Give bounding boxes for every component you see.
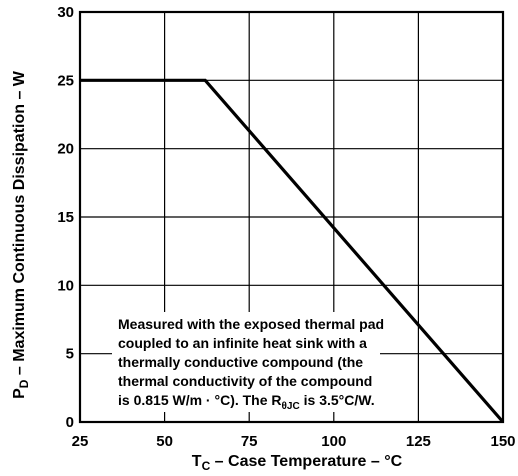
tick-labels: 25 50 75 100 125 150 0 5 10 15 20 25 30 <box>57 4 515 450</box>
y-tick-label: 20 <box>57 141 74 158</box>
y-tick-label: 10 <box>57 277 74 294</box>
plot-border <box>78 10 505 424</box>
annotation-line-4: thermal conductivity of the compound <box>118 373 372 389</box>
annotation-note: Measured with the exposed thermal pad co… <box>118 316 384 412</box>
annotation-background <box>112 312 380 412</box>
grid <box>80 12 503 422</box>
y-tick-label: 30 <box>57 4 74 21</box>
series-line <box>80 78 505 424</box>
y-tick-label: 0 <box>66 414 74 431</box>
y-axis-title: PD – Maximum Continuous Dissipation – W <box>11 70 31 399</box>
y-tick-label: 5 <box>66 346 74 363</box>
annotation-line-2: coupled to an infinite heat sink with a <box>118 335 367 351</box>
x-tick-label: 75 <box>241 433 258 450</box>
plot-frame <box>78 10 505 424</box>
x-tick-label: 100 <box>321 433 346 450</box>
y-tick-label: 15 <box>57 209 74 226</box>
series <box>80 78 505 424</box>
annotation-line-3: thermally conductive compound (the <box>118 354 363 370</box>
x-axis-title: TC – Case Temperature – °C <box>192 453 403 473</box>
x-tick-label: 150 <box>490 433 515 450</box>
x-tick-label: 25 <box>72 433 89 450</box>
annotation-line-5: is 0.815 W/m · °C). The RθJC is 3.5°C/W. <box>118 392 375 412</box>
annotation-line-1: Measured with the exposed thermal pad <box>118 316 384 332</box>
y-tick-label: 25 <box>57 72 74 89</box>
x-tick-label: 50 <box>156 433 173 450</box>
x-tick-label: 125 <box>406 433 431 450</box>
